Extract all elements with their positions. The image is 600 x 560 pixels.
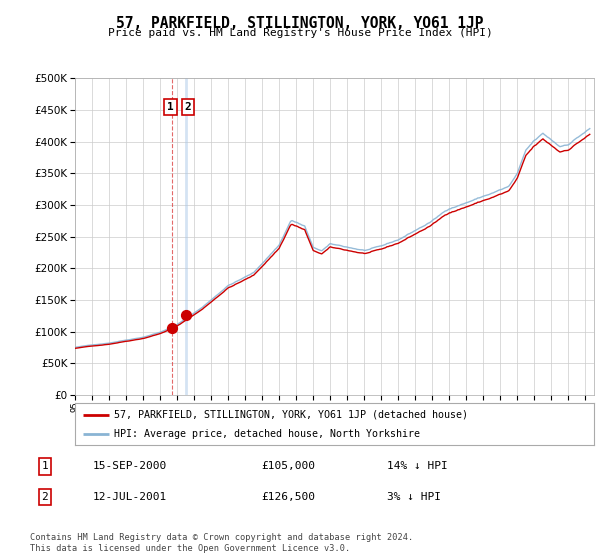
Text: 15-SEP-2000: 15-SEP-2000 [93,461,167,472]
Text: Price paid vs. HM Land Registry's House Price Index (HPI): Price paid vs. HM Land Registry's House … [107,28,493,38]
Text: 57, PARKFIELD, STILLINGTON, YORK, YO61 1JP (detached house): 57, PARKFIELD, STILLINGTON, YORK, YO61 1… [114,409,468,419]
Text: 12-JUL-2001: 12-JUL-2001 [93,492,167,502]
Text: 3% ↓ HPI: 3% ↓ HPI [387,492,441,502]
Point [181,310,191,319]
Text: 14% ↓ HPI: 14% ↓ HPI [387,461,448,472]
Point [167,324,177,333]
Text: 1: 1 [41,461,49,472]
Text: £126,500: £126,500 [261,492,315,502]
Text: 2: 2 [41,492,49,502]
Text: £105,000: £105,000 [261,461,315,472]
Text: Contains HM Land Registry data © Crown copyright and database right 2024.
This d: Contains HM Land Registry data © Crown c… [30,533,413,553]
Text: 1: 1 [167,102,174,112]
Text: 2: 2 [185,102,191,112]
Text: 57, PARKFIELD, STILLINGTON, YORK, YO61 1JP: 57, PARKFIELD, STILLINGTON, YORK, YO61 1… [116,16,484,31]
Text: HPI: Average price, detached house, North Yorkshire: HPI: Average price, detached house, Nort… [114,429,420,439]
